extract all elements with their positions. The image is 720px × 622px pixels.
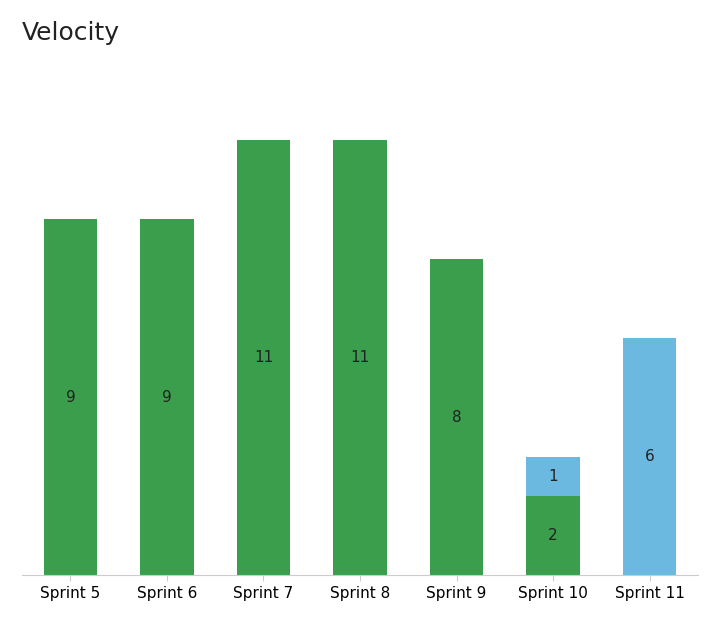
Bar: [526, 496, 580, 575]
Text: 6: 6: [644, 449, 654, 464]
Text: Velocity: Velocity: [22, 21, 120, 45]
Text: 8: 8: [451, 410, 462, 425]
Bar: [430, 259, 483, 575]
Bar: [526, 457, 580, 496]
Text: 9: 9: [162, 390, 172, 405]
Text: 2: 2: [548, 528, 558, 543]
Bar: [623, 338, 676, 575]
Text: 11: 11: [351, 350, 369, 365]
Bar: [140, 220, 194, 575]
Bar: [237, 140, 290, 575]
Bar: [333, 140, 387, 575]
Bar: [44, 220, 97, 575]
Text: 1: 1: [548, 469, 558, 484]
Text: 11: 11: [254, 350, 273, 365]
Text: 9: 9: [66, 390, 76, 405]
